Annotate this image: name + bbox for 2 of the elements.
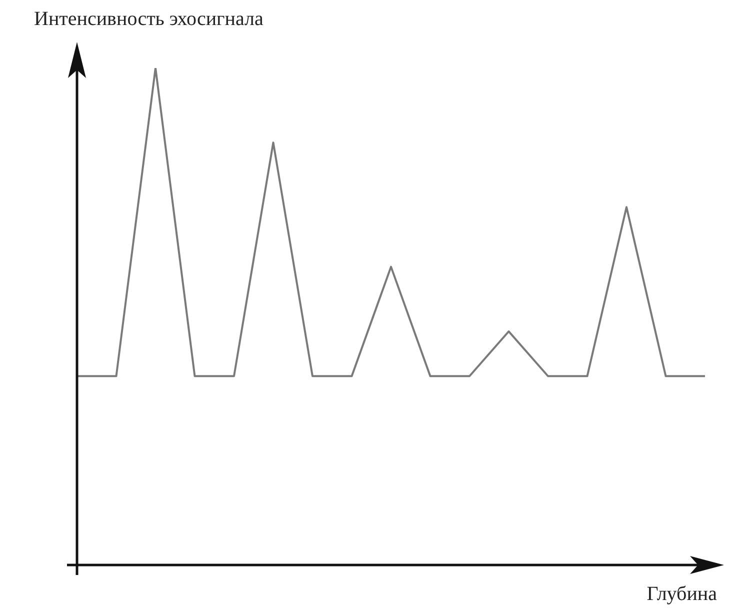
x-axis-title: Глубина (646, 583, 717, 606)
y-axis-title: Интенсивность эхосигнала (34, 8, 264, 31)
